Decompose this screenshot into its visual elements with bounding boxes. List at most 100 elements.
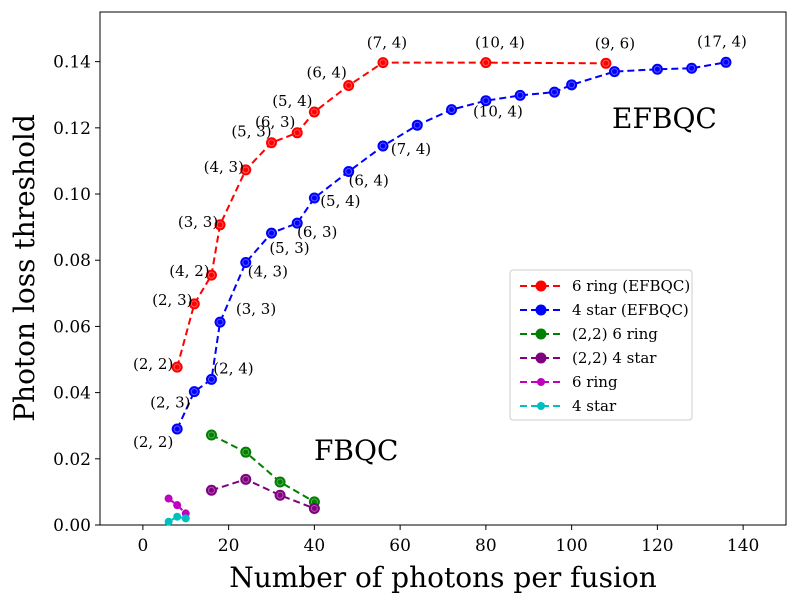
y-tick-label: 0.06: [53, 317, 91, 337]
legend-entries: 6 ring (EFBQC) 4 star (EFBQC) (2,2) 6 ring…: [520, 277, 690, 415]
data-point-ring: [276, 491, 284, 499]
y-tick-label: 0.02: [53, 450, 91, 470]
point-label: (3, 3): [236, 300, 276, 318]
data-point: [566, 79, 578, 91]
data-point-ring: [268, 139, 275, 147]
y-tick-label: 0.08: [53, 251, 91, 271]
data-point-ring: [345, 168, 353, 176]
y-axis-label: Photon loss threshold: [8, 114, 41, 422]
x-axis-ticks: 0 20 40 60 80 100 120 140: [137, 525, 759, 556]
data-point: [266, 227, 277, 239]
x-tick-label: 120: [641, 536, 673, 556]
point-label: (9, 6): [595, 34, 635, 52]
point-label-layer: (2, 2)(2, 3)(4, 2)(3, 3)(4, 3)(5, 3)(6, …: [133, 32, 747, 451]
data-point: [686, 62, 698, 74]
point-label: (6, 3): [297, 223, 337, 241]
point-label: (5, 3): [231, 123, 271, 141]
data-point-ring: [602, 59, 610, 67]
series-line: [176, 61, 727, 430]
data-point: [308, 192, 320, 204]
data-point: [274, 476, 286, 488]
legend-label: 4 star (EFBQC): [572, 301, 689, 319]
data-point: [173, 512, 182, 521]
point-label: (5, 3): [269, 239, 309, 257]
series-2: [205, 429, 320, 508]
data-point: [171, 361, 183, 373]
data-point: [188, 298, 200, 310]
data-point-ring: [310, 108, 318, 116]
point-label: (4, 2): [169, 262, 209, 280]
data-point-ring: [216, 221, 224, 229]
data-point-ring: [550, 88, 558, 96]
data-point-ring: [568, 81, 576, 89]
point-label: (2, 2): [133, 433, 173, 451]
data-point-ring: [207, 486, 215, 494]
data-point: [548, 86, 560, 98]
x-tick-label: 140: [727, 536, 759, 556]
series-0: [171, 57, 612, 373]
series-layer: [164, 56, 732, 526]
data-point: [240, 257, 252, 269]
data-point: [291, 127, 303, 139]
data-point-ring: [413, 121, 421, 129]
point-label: (6, 3): [255, 113, 295, 131]
data-point: [240, 473, 252, 485]
data-point-ring: [242, 259, 250, 267]
y-tick-label: 0.10: [53, 185, 91, 205]
data-point: [377, 57, 389, 69]
series-1: [171, 56, 732, 435]
point-label: (2, 4): [213, 359, 253, 377]
series-5: [164, 512, 190, 526]
series-3: [205, 473, 320, 514]
y-tick-label: 0.14: [53, 53, 91, 73]
point-label: (6, 4): [349, 172, 389, 190]
data-point-ring: [310, 504, 318, 512]
point-label: (7, 4): [367, 34, 407, 52]
data-point: [205, 373, 217, 385]
point-label: (2, 3): [152, 291, 192, 309]
data-point: [609, 66, 620, 78]
legend-label: (2,2) 6 ring: [572, 325, 658, 343]
data-point: [173, 501, 182, 510]
legend-marker: [535, 328, 547, 340]
data-point: [240, 164, 252, 176]
series-4: [164, 494, 190, 518]
data-point: [214, 219, 226, 231]
point-label: (5, 4): [272, 92, 312, 110]
data-point: [720, 56, 732, 68]
point-label: (10, 4): [473, 103, 523, 121]
legend-marker: [537, 402, 545, 410]
point-label: (17, 4): [697, 32, 747, 50]
data-point: [205, 484, 217, 496]
point-label: (5, 4): [320, 192, 360, 210]
legend-marker: [535, 352, 547, 364]
data-point: [240, 446, 252, 458]
data-point-ring: [293, 129, 301, 137]
data-point-ring: [310, 194, 318, 202]
data-point: [171, 423, 183, 435]
point-label: (4, 3): [204, 158, 244, 176]
x-tick-label: 0: [137, 536, 148, 556]
data-point-ring: [276, 478, 284, 486]
data-point: [514, 89, 526, 101]
y-tick-label: 0.12: [53, 119, 91, 139]
point-label: (7, 4): [391, 140, 431, 158]
legend-marker: [535, 280, 547, 292]
data-point-ring: [653, 65, 661, 73]
fbqc-annotation: FBQC: [314, 434, 398, 467]
plot-frame: [99, 11, 787, 526]
data-point-ring: [379, 59, 387, 67]
data-point: [377, 140, 389, 152]
y-tick-label: 0.04: [53, 384, 91, 404]
data-point: [205, 429, 217, 441]
data-point-ring: [482, 59, 490, 67]
y-tick-label: 0.00: [53, 516, 91, 536]
data-point: [343, 166, 355, 178]
x-tick-label: 60: [389, 536, 411, 556]
data-point-ring: [207, 271, 215, 279]
data-point-ring: [688, 64, 696, 72]
point-label: (3, 3): [178, 213, 218, 231]
data-point: [181, 514, 190, 523]
data-point: [308, 106, 320, 118]
data-point-ring: [293, 219, 301, 227]
